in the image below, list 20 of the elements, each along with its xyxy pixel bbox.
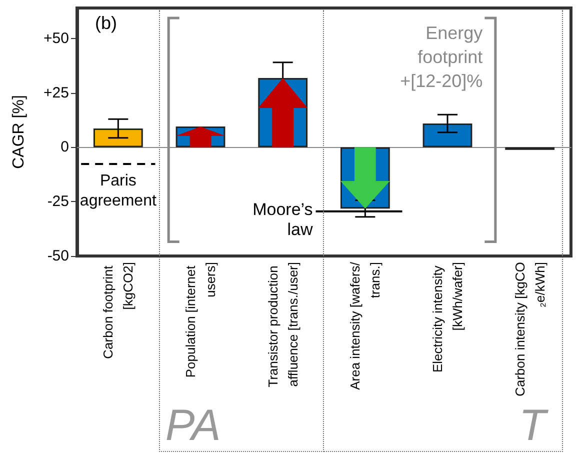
- y-axis-title: CAGR [%]: [10, 95, 28, 169]
- text: PA: [165, 401, 221, 450]
- text: T: [519, 401, 546, 450]
- x-tick-label: Carbon intensity [kgCO₂e/kWh]: [512, 262, 548, 396]
- y-tick-label: +25: [44, 84, 69, 102]
- x-tick-label: Transistor production affluence [trans./user]: [265, 262, 300, 388]
- ref-line-label: Moore’s law: [252, 200, 314, 239]
- annotation: (b): [95, 13, 117, 34]
- annotation: Energy footprint +[12-20]%: [399, 22, 483, 93]
- x-tick-label: Carbon footprint [kgCO2]: [100, 262, 136, 359]
- bar: [93, 128, 143, 148]
- y-tick-label: -50: [47, 248, 69, 264]
- y-tick-label: 0: [60, 138, 69, 156]
- y-tick-label: +50: [44, 30, 69, 47]
- x-tick-label: Electricity intensity [kWh/wafer]: [430, 262, 465, 373]
- ref-line-label: Paris agreement: [80, 172, 157, 210]
- bar: [422, 124, 472, 148]
- x-tick-label: Population [internet users]: [183, 262, 218, 378]
- y-tick-label: -25: [47, 193, 69, 210]
- x-tick-label: Area intensity [wafers/trans.]: [348, 262, 383, 390]
